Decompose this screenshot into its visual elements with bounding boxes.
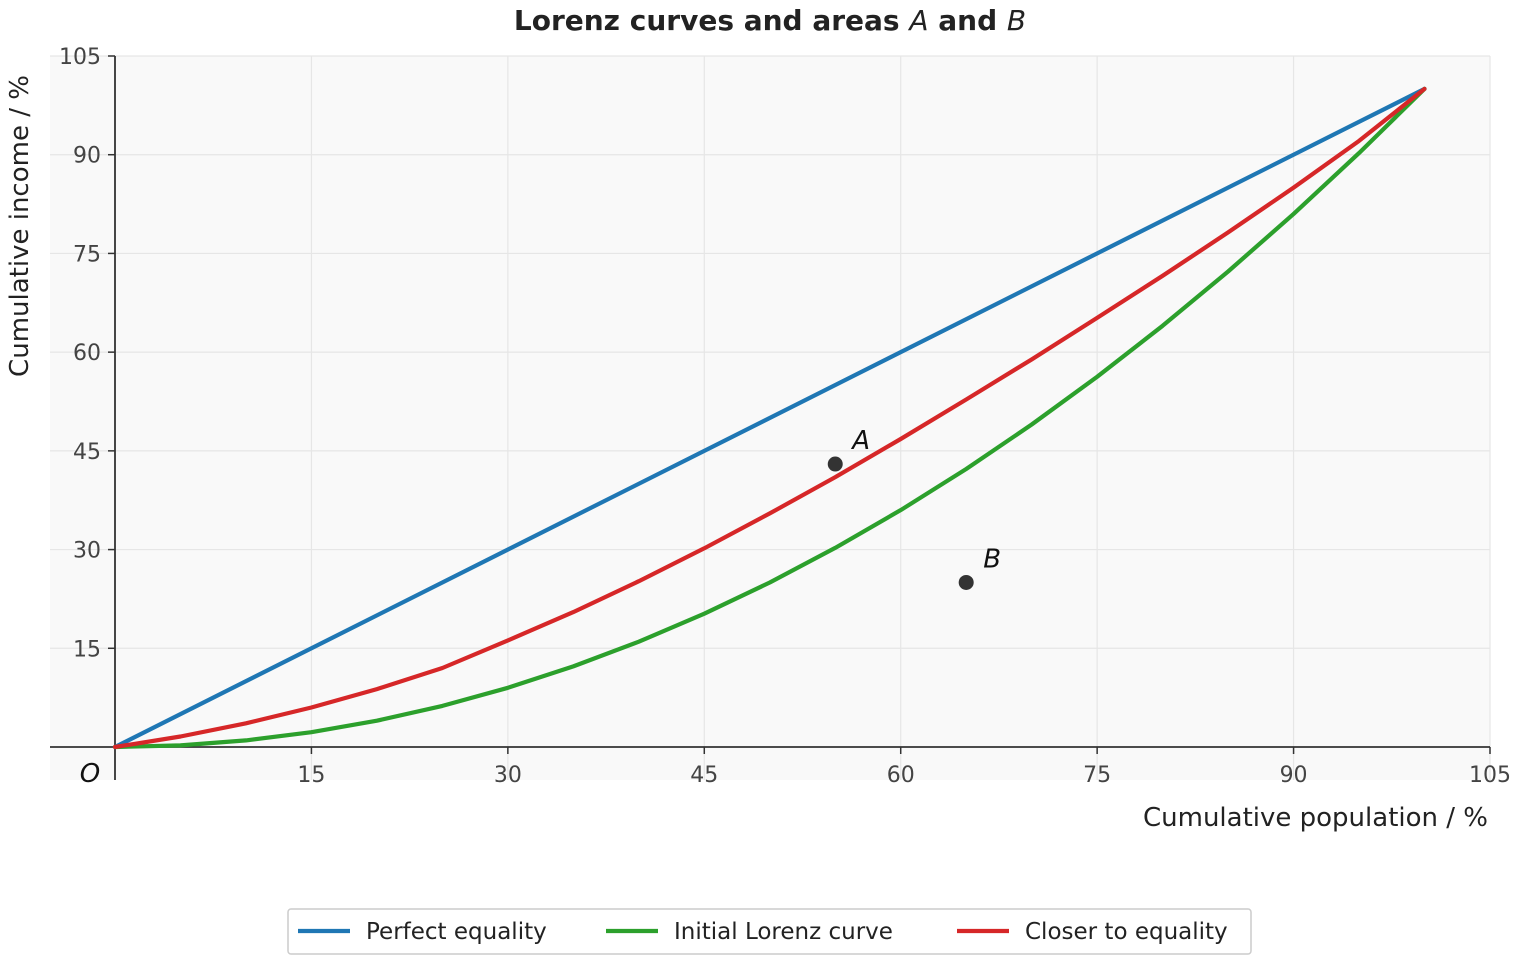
origin-label: O (80, 759, 100, 789)
point-b (958, 574, 974, 590)
labelled-points: AB (827, 426, 1001, 590)
x-tick-label: 30 (494, 763, 522, 788)
chart-title: Lorenz curves and areas A and B (514, 4, 1026, 37)
y-tick-label: 75 (73, 242, 101, 267)
legend-label-1: Perfect equality (366, 919, 547, 945)
x-tick-label: 60 (887, 763, 915, 788)
series-line-2 (112, 86, 1427, 750)
x-axis-label: Cumulative population / % (1143, 803, 1488, 833)
point-label-a: A (850, 426, 870, 456)
y-tick-label: 105 (59, 45, 101, 70)
x-tick-label: 75 (1083, 763, 1111, 788)
y-tick-label: 60 (73, 341, 101, 366)
point-a (827, 456, 843, 472)
x-tick-label: 45 (690, 763, 718, 788)
legend-frame (287, 908, 1252, 955)
y-axis-label: Cumulative income / % (5, 75, 35, 377)
grid-lines (50, 55, 1491, 780)
x-tick-label: 15 (297, 763, 325, 788)
series-line-3 (112, 86, 1427, 750)
series-lines (112, 86, 1427, 750)
tick-labels: 15 30 45 60 75 90 105 15 30 45 60 75 90 105 (59, 45, 1511, 788)
point-label-b: B (983, 544, 1001, 574)
series-line-1 (112, 86, 1427, 750)
axes (50, 56, 1490, 780)
legend: Perfect equality Initial Lorenz curve Clos… (287, 908, 1252, 955)
legend-label-3: Closer to equality (1025, 919, 1228, 945)
x-tick-label: 105 (1469, 763, 1511, 788)
legend-label-2: Initial Lorenz curve (674, 919, 893, 945)
y-tick-label: 15 (73, 637, 101, 662)
y-tick-label: 90 (73, 144, 101, 169)
x-tick-label: 90 (1280, 763, 1308, 788)
y-tick-label: 45 (73, 440, 101, 465)
y-tick-label: 30 (73, 539, 101, 564)
